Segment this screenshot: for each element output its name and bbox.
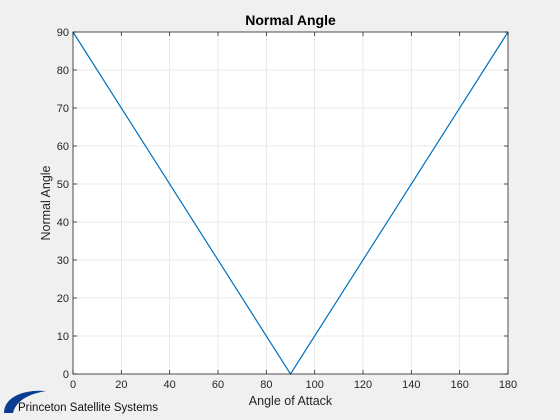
x-tick-label: 0 bbox=[70, 379, 76, 391]
princeton-satellite-systems-logo: Princeton Satellite Systems bbox=[4, 390, 158, 414]
y-axis-title: Normal Angle bbox=[39, 165, 53, 240]
x-tick-label: 80 bbox=[260, 379, 272, 391]
logo-swoosh-icon bbox=[4, 390, 46, 413]
x-tick-label: 60 bbox=[212, 379, 224, 391]
y-tick-label: 30 bbox=[57, 255, 69, 267]
x-tick-label: 120 bbox=[354, 379, 372, 391]
y-tick-labels: 0 10 20 30 40 50 60 70 80 90 bbox=[57, 27, 69, 381]
x-tick-label: 160 bbox=[450, 379, 468, 391]
y-tick-label: 60 bbox=[57, 141, 69, 153]
x-tick-label: 140 bbox=[402, 379, 420, 391]
x-tick-label: 100 bbox=[305, 379, 323, 391]
tick-marks bbox=[72, 31, 509, 375]
x-tick-label: 40 bbox=[164, 379, 176, 391]
y-tick-label: 0 bbox=[63, 369, 69, 381]
y-tick-label: 80 bbox=[57, 65, 69, 77]
plot-frame bbox=[72, 31, 509, 375]
y-tick-label: 40 bbox=[57, 217, 69, 229]
y-tick-label: 10 bbox=[57, 331, 69, 343]
y-tick-label: 20 bbox=[57, 293, 69, 305]
plot-area bbox=[73, 32, 508, 374]
y-tick-label: 70 bbox=[57, 103, 69, 115]
x-tick-label: 20 bbox=[115, 379, 127, 391]
y-tick-label: 50 bbox=[57, 179, 69, 191]
x-tick-label: 180 bbox=[499, 379, 517, 391]
logo-text: Princeton Satellite Systems bbox=[18, 402, 158, 414]
x-axis-title: Angle of Attack bbox=[249, 394, 333, 408]
x-tick-labels: 0 20 40 60 80 100 120 140 160 180 bbox=[70, 379, 517, 391]
chart-title: Normal Angle bbox=[245, 12, 336, 28]
y-tick-label: 90 bbox=[57, 27, 69, 39]
